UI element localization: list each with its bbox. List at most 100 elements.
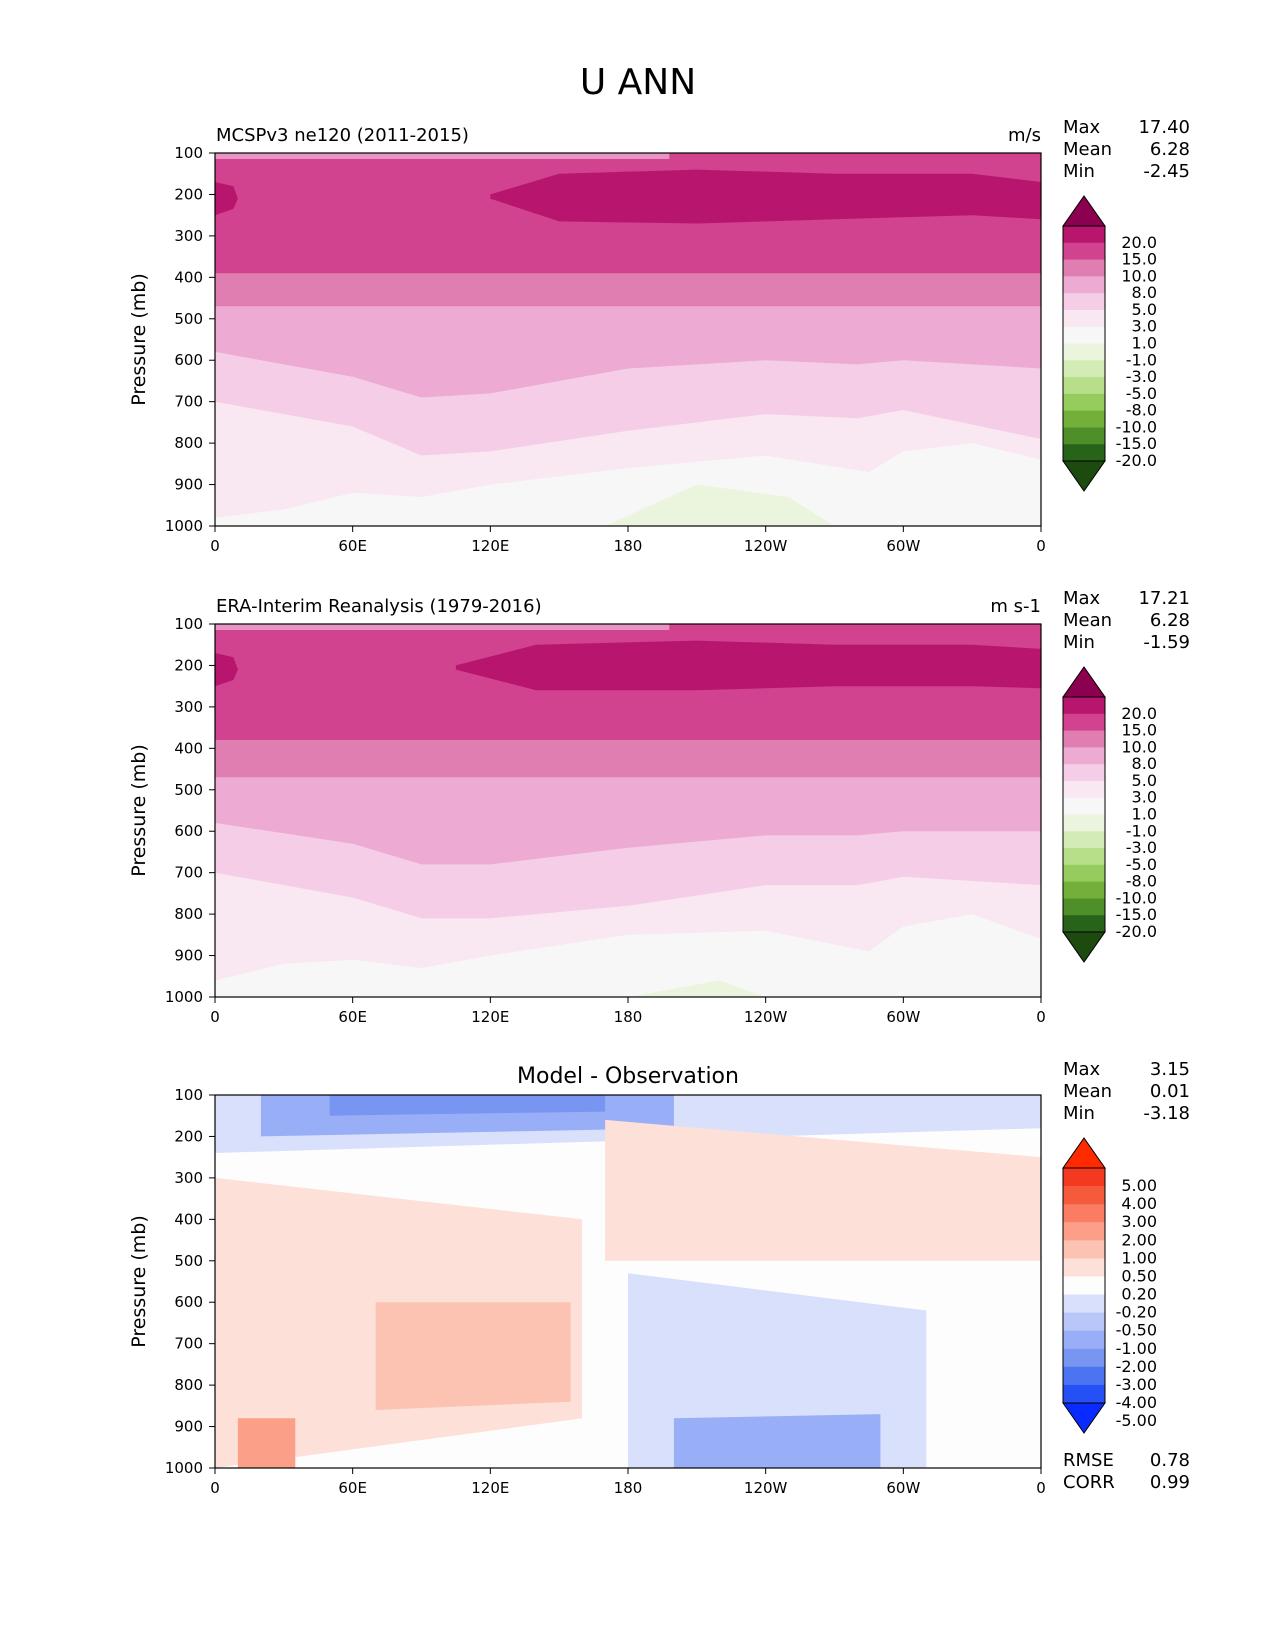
colorbar-frame — [1062, 225, 1106, 462]
stat-label: Mean — [1063, 1081, 1112, 1102]
x-tick-label: 120E — [471, 1008, 509, 1026]
colorbar-label: 0.50 — [1121, 1266, 1157, 1285]
colorbar-label: 3.0 — [1132, 788, 1157, 807]
colorbar-extend-bottom — [1062, 460, 1106, 492]
figure-title: U ANN — [580, 62, 696, 103]
colorbar-label: 15.0 — [1121, 250, 1157, 269]
colorbar-swatch — [1063, 881, 1105, 899]
extra-stat-label: RMSE — [1063, 1450, 1114, 1471]
y-tick-label: 600 — [174, 1293, 203, 1311]
colorbar-swatch — [1063, 831, 1105, 849]
colorbar-label: 15.0 — [1121, 721, 1157, 740]
colorbar-label: 1.00 — [1121, 1248, 1157, 1267]
colorbar-label: 1.0 — [1132, 805, 1157, 824]
colorbar-swatch — [1063, 1312, 1105, 1332]
colorbar-label: 5.0 — [1132, 300, 1157, 319]
colorbar-swatch — [1063, 444, 1105, 462]
y-tick-label: 900 — [174, 1418, 203, 1436]
x-tick-label: 120W — [744, 1479, 788, 1497]
y-tick-label: 500 — [174, 781, 203, 799]
colorbar-label: -3.0 — [1126, 838, 1157, 857]
x-tick-label: 60E — [338, 1479, 367, 1497]
stat-value: -1.59 — [1143, 632, 1190, 653]
colorbar-swatch — [1063, 1294, 1105, 1314]
colorbar-label: -20.0 — [1116, 922, 1157, 941]
colorbar-swatch — [1063, 343, 1105, 361]
x-tick-label: 180 — [614, 1008, 643, 1026]
stat-value: 3.15 — [1150, 1059, 1190, 1080]
colorbar-swatch — [1063, 747, 1105, 765]
stat-value: -3.18 — [1143, 1103, 1190, 1124]
colorbar-swatch — [1063, 259, 1105, 277]
colorbar-swatch — [1063, 864, 1105, 883]
colorbar-swatch — [1063, 410, 1105, 428]
panel-2: ERA-Interim Reanalysis (1979-2016) m s-1 P… — [128, 588, 1190, 1026]
contour-fill-level — [215, 443, 1041, 526]
colorbar: 5.004.003.002.001.000.500.20-0.20-0.50-1… — [1062, 1137, 1157, 1434]
contour-fill-level — [605, 484, 835, 526]
contour-fill-level — [215, 914, 1041, 997]
contour-fill-top-strip — [215, 153, 670, 159]
colorbar-swatch — [1063, 780, 1105, 799]
extra-stat-value: 0.78 — [1150, 1450, 1190, 1471]
colorbar-swatch — [1063, 1384, 1105, 1404]
stat-value: 17.40 — [1138, 117, 1190, 138]
colorbar-swatch — [1063, 915, 1105, 933]
colorbar-swatch — [1063, 764, 1105, 782]
colorbar-swatch — [1063, 276, 1105, 294]
stat-label: Max — [1063, 117, 1101, 138]
stat-label: Min — [1063, 632, 1095, 653]
colorbar-label: -3.0 — [1126, 367, 1157, 386]
colorbar-label: -20.0 — [1116, 451, 1157, 470]
contour-fill-region — [329, 1095, 606, 1116]
colorbar-label: -10.0 — [1116, 417, 1157, 436]
colorbar-label: 3.0 — [1132, 317, 1157, 336]
colorbar-swatch — [1063, 360, 1105, 378]
colorbar-swatch — [1063, 1222, 1105, 1241]
contour-fill-top-strip — [215, 624, 670, 630]
colorbar-label: 8.0 — [1132, 283, 1157, 302]
panel-title-left: MCSPv3 ne120 (2011-2015) — [216, 125, 469, 146]
stat-value: -2.45 — [1143, 161, 1190, 182]
stat-label: Min — [1063, 1103, 1095, 1124]
x-tick-label: 60W — [886, 1479, 920, 1497]
colorbar-extend-bottom — [1062, 931, 1106, 963]
colorbar-label: -5.0 — [1126, 855, 1157, 874]
x-tick-label: 0 — [210, 537, 220, 555]
stat-label: Max — [1063, 588, 1101, 609]
colorbar-extend-bottom — [1062, 1402, 1106, 1434]
y-tick-label: 800 — [174, 434, 203, 452]
y-tick-label: 200 — [174, 1127, 203, 1145]
y-tick-label: 100 — [174, 1086, 203, 1104]
colorbar-swatch — [1063, 242, 1105, 261]
y-tick-label: 500 — [174, 310, 203, 328]
colorbar-label: 20.0 — [1121, 704, 1157, 723]
colorbar-swatch — [1063, 898, 1105, 916]
colorbar-label: 0.20 — [1121, 1285, 1157, 1304]
colorbar-swatch — [1063, 697, 1105, 715]
y-tick-label: 100 — [174, 615, 203, 633]
colorbar: 20.015.010.08.05.03.01.0-1.0-3.0-5.0-8.0… — [1062, 195, 1157, 492]
colorbar-label: -1.0 — [1126, 350, 1157, 369]
colorbar-label: -4.00 — [1116, 1393, 1157, 1412]
panel-1: MCSPv3 ne120 (2011-2015) m/s Pressure (mb)… — [128, 117, 1190, 555]
extra-stat-value: 0.99 — [1150, 1472, 1190, 1493]
panels: MCSPv3 ne120 (2011-2015) m/s Pressure (mb)… — [128, 117, 1190, 1497]
stat-value: 6.28 — [1150, 139, 1190, 160]
y-tick-label: 600 — [174, 822, 203, 840]
colorbar-extend-top — [1062, 666, 1106, 698]
panel-units: m s-1 — [990, 596, 1041, 617]
colorbar-label: -15.0 — [1116, 434, 1157, 453]
colorbar-label: 10.0 — [1121, 266, 1157, 285]
x-tick-label: 0 — [1036, 1008, 1046, 1026]
stat-value: 6.28 — [1150, 610, 1190, 631]
colorbar-swatch — [1063, 1240, 1105, 1259]
x-tick-label: 120W — [744, 1008, 788, 1026]
contour-fill-region — [375, 1302, 571, 1410]
x-tick-label: 60E — [338, 1008, 367, 1026]
contour-fill-level — [628, 980, 766, 997]
colorbar-label: 2.00 — [1121, 1230, 1157, 1249]
colorbar-label: 8.0 — [1132, 754, 1157, 773]
panel-title-left: ERA-Interim Reanalysis (1979-2016) — [216, 596, 542, 617]
x-tick-label: 0 — [1036, 1479, 1046, 1497]
